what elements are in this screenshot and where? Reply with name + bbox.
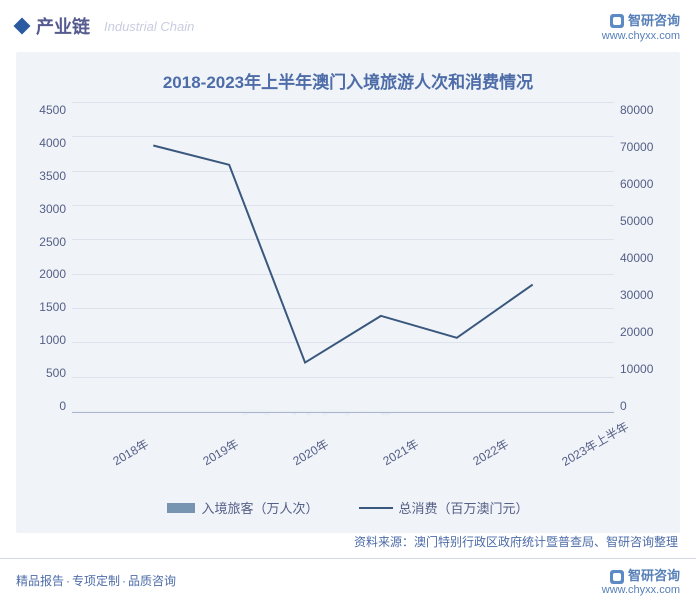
chart-title: 2018-2023年上半年澳门入境旅游人次和消费情况 bbox=[26, 62, 670, 103]
y-axis-right: 80000 70000 60000 50000 40000 30000 20000 10000… bbox=[614, 103, 670, 413]
footer-brand-url: www.chyxx.com bbox=[602, 584, 680, 596]
brand-logo-icon bbox=[610, 570, 624, 584]
footer-brand: 智研咨询 www.chyxx.com bbox=[602, 565, 680, 596]
plot-area bbox=[72, 103, 614, 413]
y-tick-left: 4500 bbox=[32, 103, 66, 117]
diamond-icon bbox=[14, 18, 31, 35]
legend-line-swatch bbox=[359, 507, 393, 509]
legend-line-label: 总消费（百万澳门元） bbox=[399, 498, 529, 517]
y-tick-left: 4000 bbox=[32, 136, 66, 150]
y-tick-right: 60000 bbox=[620, 177, 664, 191]
y-tick-left: 2000 bbox=[32, 267, 66, 281]
footer-item: 专项定制 bbox=[72, 574, 120, 588]
y-tick-left: 1000 bbox=[32, 333, 66, 347]
legend-item-line: 总消费（百万澳门元） bbox=[359, 498, 529, 517]
y-axis-left: 4500 4000 3500 3000 2500 2000 1500 1000 500 0 bbox=[26, 103, 72, 413]
brand-url: www.chyxx.com bbox=[602, 30, 680, 42]
y-tick-left: 500 bbox=[32, 366, 66, 380]
legend-item-bars: 入境旅客（万人次） bbox=[167, 498, 318, 517]
header-left: 产业链 Industrial Chain bbox=[16, 13, 194, 39]
y-tick-left: 1500 bbox=[32, 300, 66, 314]
footer-item: 精品报告 bbox=[16, 574, 64, 588]
y-tick-left: 3000 bbox=[32, 202, 66, 216]
y-tick-right: 10000 bbox=[620, 362, 664, 376]
footer-left: 精品报告·专项定制·品质咨询 bbox=[16, 572, 176, 589]
brand-logo-icon bbox=[610, 14, 624, 28]
y-tick-right: 0 bbox=[620, 399, 664, 413]
legend-bar-label: 入境旅客（万人次） bbox=[201, 498, 318, 517]
brand-block: 智研咨询 www.chyxx.com bbox=[602, 10, 680, 42]
y-tick-right: 50000 bbox=[620, 214, 664, 228]
y-tick-left: 2500 bbox=[32, 235, 66, 249]
y-tick-right: 30000 bbox=[620, 288, 664, 302]
x-axis-labels: 2018年2019年2020年2021年2022年2023年上半年 bbox=[26, 413, 670, 452]
chart-container: 智研咨询 智研咨询 智研咨询 2018-2023年上半年澳门入境旅游人次和消费情… bbox=[16, 52, 680, 533]
footer: 精品报告·专项定制·品质咨询 智研咨询 www.chyxx.com bbox=[0, 558, 696, 596]
y-tick-left: 3500 bbox=[32, 169, 66, 183]
y-tick-right: 20000 bbox=[620, 325, 664, 339]
line-series bbox=[72, 103, 614, 412]
legend-bar-swatch bbox=[167, 503, 195, 513]
y-tick-left: 0 bbox=[32, 399, 66, 413]
footer-item: 品质咨询 bbox=[128, 574, 176, 588]
source-text: 资料来源：澳门特别行政区政府统计暨普查局、智研咨询整理 bbox=[0, 533, 696, 552]
y-tick-right: 70000 bbox=[620, 140, 664, 154]
section-title: 产业链 bbox=[36, 13, 90, 39]
y-tick-right: 80000 bbox=[620, 103, 664, 117]
brand-name: 智研咨询 bbox=[628, 13, 680, 28]
y-tick-right: 40000 bbox=[620, 251, 664, 265]
section-subtitle: Industrial Chain bbox=[104, 19, 194, 34]
footer-brand-name: 智研咨询 bbox=[628, 568, 680, 583]
